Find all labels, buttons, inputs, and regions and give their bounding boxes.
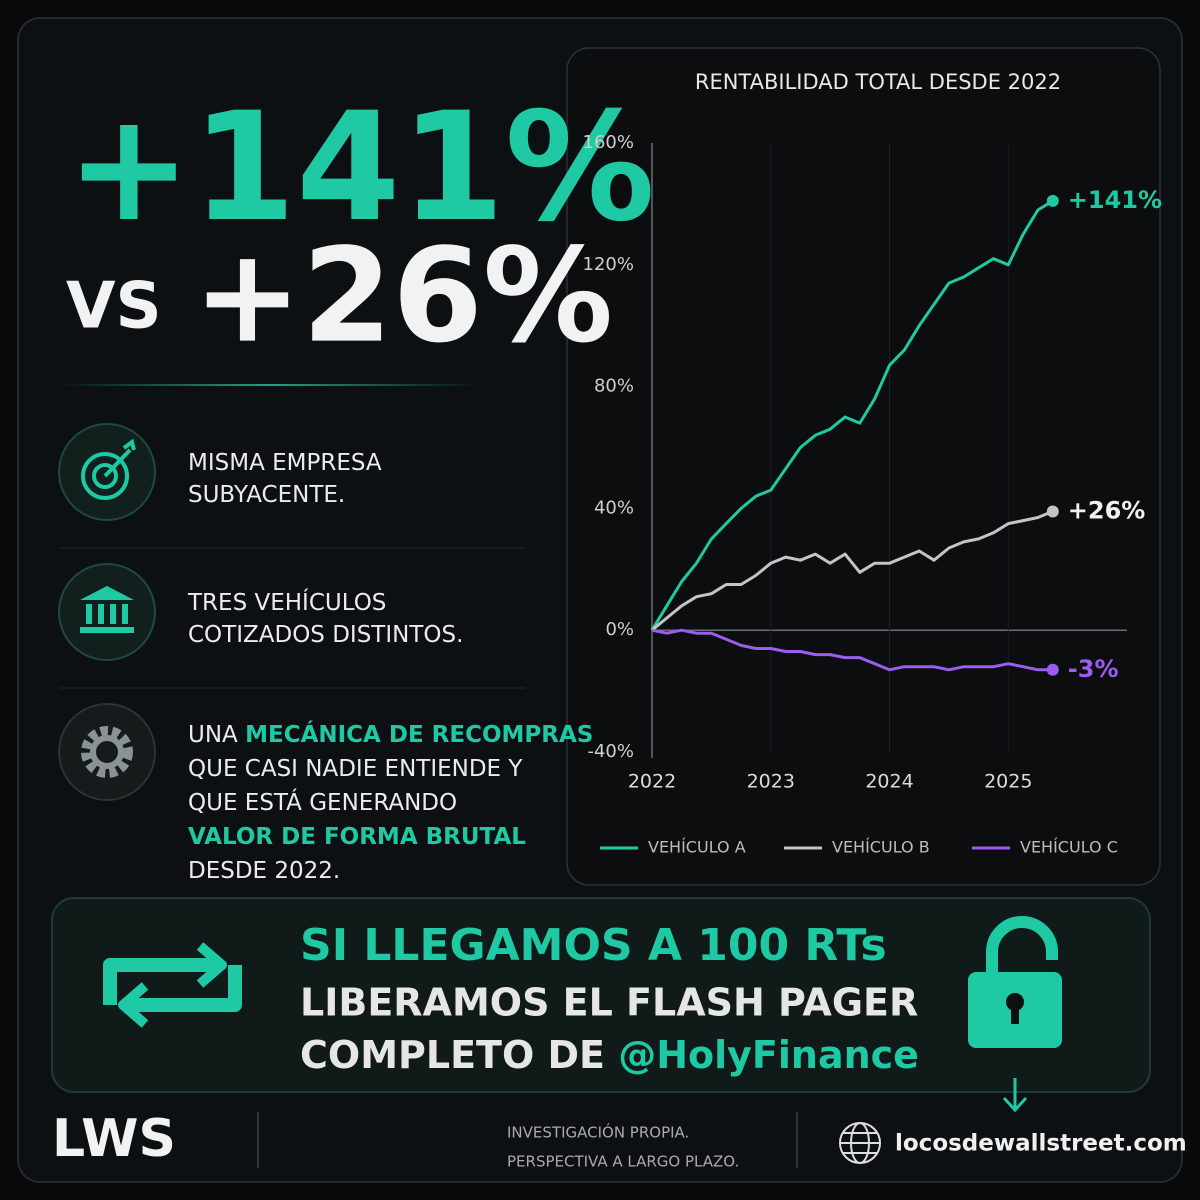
point-text: SUBYACENTE. xyxy=(188,482,345,508)
point-text: QUE CASI NADIE ENTIENDE Y xyxy=(188,756,523,782)
point-line: COTIZADOS DISTINTOS. xyxy=(188,622,463,648)
point-line: SUBYACENTE. xyxy=(188,482,345,508)
x-tick-label: 2022 xyxy=(628,771,676,793)
point-line: QUE CASI NADIE ENTIENDE Y xyxy=(188,756,523,782)
point-text: COTIZADOS DISTINTOS. xyxy=(188,622,463,648)
icon-target xyxy=(58,423,156,521)
point-line: MISMA EMPRESA xyxy=(188,450,382,476)
y-tick-label: -40% xyxy=(587,741,634,762)
point-highlight: VALOR DE FORMA BRUTAL xyxy=(188,824,526,850)
legend-label: VEHÍCULO C xyxy=(1020,838,1118,857)
end-marker xyxy=(1046,194,1059,207)
icon-bank xyxy=(58,563,156,661)
legend-label: VEHÍCULO B xyxy=(832,838,930,857)
x-tick-label: 2023 xyxy=(747,771,795,793)
icon-retweet xyxy=(103,942,242,1028)
end-label: +141% xyxy=(1068,186,1162,214)
x-tick-label: 2025 xyxy=(984,771,1032,793)
footer-logo: LWS xyxy=(52,1109,176,1169)
point-line: DESDE 2022. xyxy=(188,858,340,884)
point-text: MISMA EMPRESA xyxy=(188,450,382,476)
icon-globe xyxy=(839,1122,881,1164)
point-line: VALOR DE FORMA BRUTAL xyxy=(188,824,526,850)
end-label: -3% xyxy=(1068,655,1119,683)
end-marker xyxy=(1046,663,1059,676)
divider xyxy=(60,384,480,386)
footer-tagline: INVESTIGACIÓN PROPIA. xyxy=(507,1123,689,1142)
series-line xyxy=(651,628,1053,672)
point-highlight: MECÁNICA DE RECOMPRAS xyxy=(245,720,593,748)
y-tick-label: 40% xyxy=(594,497,634,518)
series-line xyxy=(651,510,1054,632)
end-label: +26% xyxy=(1068,496,1146,524)
headline-main: +141% xyxy=(66,81,655,255)
chart-panel xyxy=(566,47,1161,886)
x-tick-label: 2024 xyxy=(865,771,913,793)
headline-vs: VS xyxy=(66,270,162,344)
legend-label: VEHÍCULO A xyxy=(648,838,746,857)
y-tick-label: 80% xyxy=(594,376,634,397)
cta-line2: LIBERAMOS EL FLASH PAGER xyxy=(300,981,918,1025)
footer-tagline: PERSPECTIVA A LARGO PLAZO. xyxy=(507,1153,739,1171)
point-text: TRES VEHÍCULOS xyxy=(187,588,386,616)
left-column: +141% VS +26% xyxy=(58,81,655,801)
point-text: DESDE 2022. xyxy=(188,858,340,884)
footer: LWS INVESTIGACIÓN PROPIA. PERSPECTIVA A … xyxy=(52,1109,1187,1171)
point-text: QUE ESTÁ GENERANDO xyxy=(188,788,457,816)
cta-line1: SI LLEGAMOS A 100 RTs xyxy=(300,920,887,971)
y-tick-label: 120% xyxy=(583,254,634,275)
point-text: UNA xyxy=(188,722,245,748)
y-tick-label: 160% xyxy=(583,132,634,153)
series-line xyxy=(650,199,1054,631)
footer-site: locosdewallstreet.com xyxy=(895,1131,1187,1157)
y-tick-label: 0% xyxy=(605,619,634,640)
cta-line3-text: COMPLETO DE xyxy=(300,1033,618,1077)
chart-title: RENTABILIDAD TOTAL DESDE 2022 xyxy=(695,70,1061,94)
point-line: QUE ESTÁ GENERANDO xyxy=(188,788,457,816)
headline-second: +26% xyxy=(193,220,613,372)
cta-box: SI LLEGAMOS A 100 RTs LIBERAMOS EL FLASH… xyxy=(51,897,1151,1113)
icon-lock xyxy=(968,916,1062,1113)
cta-line3: COMPLETO DE @HolyFinance xyxy=(300,1033,919,1077)
cta-handle: @HolyFinance xyxy=(618,1033,919,1077)
point-line: TRES VEHÍCULOS xyxy=(187,588,386,616)
end-marker xyxy=(1046,505,1059,518)
icon-gear xyxy=(58,703,156,801)
point-line: UNA MECÁNICA DE RECOMPRAS xyxy=(188,720,593,748)
